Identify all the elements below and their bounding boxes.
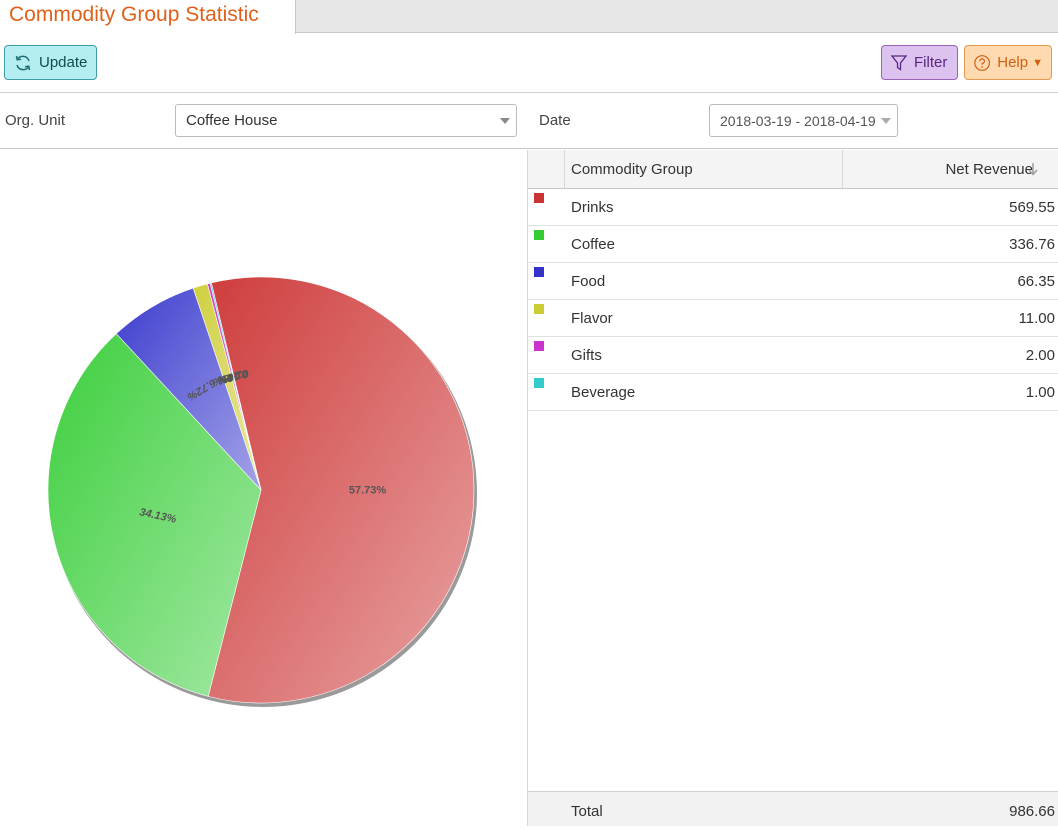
filter-label: Filter	[914, 54, 948, 71]
pie-slice-drinks[interactable]	[207, 276, 475, 704]
date-range-value: 2018-03-19 - 2018-04-19	[720, 112, 876, 129]
question-circle-icon	[974, 54, 991, 71]
pie-chart: 57.73%34.13%6.72%1.11%0.20%0.10%	[47, 276, 477, 707]
tab-commodity-group-statistic[interactable]: Commodity Group Statistic	[0, 0, 296, 34]
filter-bar: Org. Unit Coffee House Date 2018-03-19 -…	[0, 93, 1058, 149]
org-unit-select[interactable]: Coffee House	[175, 104, 517, 137]
table-row[interactable]: Food 66.35	[528, 263, 1058, 300]
total-value: 986.66	[1009, 803, 1055, 820]
commodity-group-cell: Drinks	[571, 199, 614, 216]
date-label: Date	[539, 112, 571, 129]
update-button[interactable]: Update	[4, 45, 97, 80]
refresh-icon	[15, 55, 31, 70]
net-revenue-cell: 569.55	[1009, 199, 1055, 216]
toolbar: Update Filter Help ▼	[0, 34, 1058, 93]
net-revenue-cell: 2.00	[1025, 347, 1055, 364]
color-swatch	[534, 341, 544, 351]
table-row[interactable]: Gifts 2.00	[528, 337, 1058, 374]
commodity-group-cell: Beverage	[571, 384, 636, 401]
tab-bar: Commodity Group Statistic	[0, 0, 1058, 34]
header-net-revenue-label: Net Revenue	[945, 160, 1033, 178]
color-swatch	[534, 267, 544, 277]
date-range-select[interactable]: 2018-03-19 - 2018-04-19	[709, 104, 898, 137]
org-unit-value: Coffee House	[186, 112, 278, 129]
net-revenue-cell: 66.35	[1017, 273, 1055, 290]
help-button[interactable]: Help ▼	[964, 45, 1052, 80]
tab-title: Commodity Group Statistic	[9, 3, 259, 26]
pie-slice-coffee[interactable]	[47, 333, 262, 697]
pie-slice-beverage[interactable]	[209, 282, 262, 491]
revenue-table: Commodity Group Net Revenue Drinks 569.55…	[527, 150, 1058, 826]
net-revenue-cell: 11.00	[1018, 310, 1055, 327]
org-unit-label: Org. Unit	[5, 112, 66, 129]
dropdown-arrow-icon	[881, 118, 891, 124]
net-revenue-cell: 336.76	[1009, 236, 1055, 253]
net-revenue-cell: 1.00	[1025, 384, 1055, 401]
help-label: Help	[997, 54, 1029, 71]
dropdown-arrow-icon	[500, 118, 510, 124]
funnel-icon	[890, 54, 908, 71]
filter-button[interactable]: Filter	[881, 45, 958, 80]
header-swatch-column	[528, 150, 565, 188]
caret-down-icon: ▼	[1032, 56, 1043, 69]
color-swatch	[534, 304, 544, 314]
header-commodity-group[interactable]: Commodity Group	[565, 150, 843, 188]
chart-pane: 57.73% 34.13% 6.72% 1.11% 0.20% 0.10%	[0, 150, 527, 826]
header-net-revenue[interactable]: Net Revenue	[843, 150, 1058, 188]
pie-data-label: 57.73%	[349, 485, 387, 497]
table-row[interactable]: Flavor 11.00	[528, 300, 1058, 337]
table-footer: Total 986.66	[528, 791, 1058, 826]
table-header: Commodity Group Net Revenue	[528, 150, 1058, 189]
commodity-group-cell: Gifts	[571, 347, 602, 364]
color-swatch	[534, 378, 544, 388]
table-row[interactable]: Beverage 1.00	[528, 374, 1058, 411]
table-row[interactable]: Coffee 336.76	[528, 226, 1058, 263]
update-label: Update	[39, 54, 88, 71]
commodity-group-cell: Food	[571, 273, 606, 290]
total-label: Total	[571, 803, 603, 820]
color-swatch	[534, 193, 544, 203]
commodity-group-cell: Flavor	[571, 310, 613, 327]
sort-down-icon[interactable]	[1027, 162, 1039, 176]
table-row[interactable]: Drinks 569.55	[528, 189, 1058, 226]
commodity-group-cell: Coffee	[571, 236, 615, 253]
color-swatch	[534, 230, 544, 240]
